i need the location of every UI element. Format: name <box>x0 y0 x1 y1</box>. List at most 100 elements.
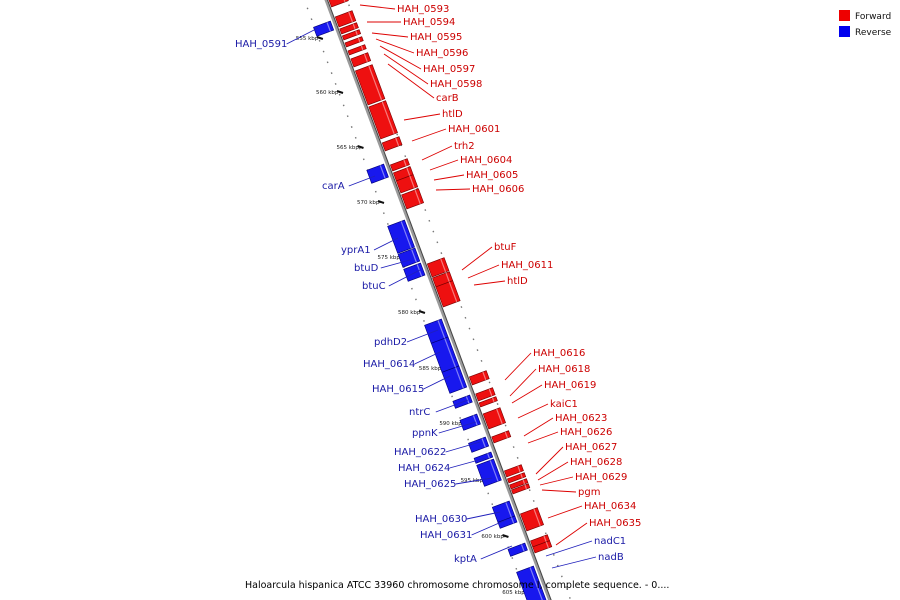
forward-label-leader <box>473 280 506 286</box>
forward-gene-feature-highlight <box>352 23 356 30</box>
reverse-label-leader <box>455 477 493 485</box>
reverse-gene-label: pdhD2 <box>374 337 407 348</box>
reverse-gene-feature-highlight <box>400 221 412 249</box>
forward-gene-label: HAH_0616 <box>533 348 585 359</box>
tick-mark <box>336 90 344 94</box>
forward-gene-feature-highlight <box>504 431 509 439</box>
forward-gene-label: HAH_0619 <box>544 380 596 391</box>
reverse-gene-label: HAH_0615 <box>372 384 424 395</box>
forward-label-leader <box>517 403 549 419</box>
tick-mark <box>357 145 364 149</box>
forward-label-leader <box>555 522 588 546</box>
forward-gene-label: HAH_0635 <box>589 518 641 529</box>
reverse-gene-feature-highlight <box>481 438 486 448</box>
forward-gene-feature <box>475 387 496 402</box>
forward-gene-feature <box>478 396 498 408</box>
reverse-gene-label: HAH_0624 <box>398 463 450 474</box>
forward-gene-feature-highlight <box>355 30 358 36</box>
forward-gene-feature <box>381 136 403 152</box>
legend: Forward Reverse <box>839 10 892 38</box>
map-caption: Haloarcula hispanica ATCC 33960 chromoso… <box>245 580 669 591</box>
forward-gene-feature <box>354 64 386 106</box>
forward-gene-label: kaiC1 <box>550 399 578 410</box>
reverse-gene-feature <box>313 20 335 37</box>
forward-gene-label: btuF <box>494 242 517 253</box>
reverse-gene-feature <box>397 247 421 268</box>
forward-label-leader <box>539 476 574 486</box>
forward-gene-feature-highlight <box>491 397 495 403</box>
forward-gene-feature <box>339 22 359 35</box>
forward-gene-feature-highlight <box>381 101 395 135</box>
forward-gene-label: HAH_0605 <box>466 170 518 181</box>
reverse-label-leader <box>551 556 597 569</box>
reverse-gene-label: HAH_0631 <box>420 530 472 541</box>
reverse-label-leader <box>286 27 319 45</box>
forward-label-leader <box>371 32 409 38</box>
forward-gene-feature-highlight <box>348 11 354 23</box>
reverse-gene-feature <box>507 542 528 557</box>
feature-layer <box>313 0 553 600</box>
forward-gene-feature <box>328 0 349 8</box>
tick-label: 580 kbp <box>398 310 421 316</box>
forward-gene-label: trh2 <box>454 141 475 152</box>
forward-gene-feature <box>506 472 527 484</box>
legend-reverse-label: Reverse <box>855 28 892 38</box>
reverse-label-leader <box>423 375 451 390</box>
forward-gene-label: HAH_0611 <box>501 260 553 271</box>
forward-gene-feature-highlight <box>440 258 447 273</box>
forward-gene-feature-highlight <box>488 388 493 397</box>
reverse-gene-label: HAH_0614 <box>363 359 415 370</box>
tick-label: 575 kbp <box>377 255 400 261</box>
forward-gene-feature-highlight <box>524 484 528 490</box>
forward-label-leader <box>387 63 435 99</box>
reverse-label-leader <box>388 269 421 287</box>
reverse-label-leader <box>545 540 593 557</box>
forward-gene-feature <box>344 36 364 48</box>
forward-gene-label: pgm <box>578 487 600 498</box>
tick-label: 560 kbp <box>316 90 339 96</box>
forward-label-leader <box>403 113 441 121</box>
reverse-label-leader <box>380 259 411 269</box>
tick-mark <box>377 200 385 204</box>
forward-gene-feature <box>511 483 531 495</box>
reverse-gene-label: HAH_0625 <box>404 479 456 490</box>
reverse-gene-label: HAH_0591 <box>235 39 287 50</box>
reverse-gene-label: btuD <box>354 263 379 274</box>
reverse-label-leader <box>438 421 477 434</box>
reverse-label-leader <box>435 399 469 413</box>
forward-gene-feature-highlight <box>543 535 547 543</box>
forward-gene-feature <box>350 52 372 68</box>
reverse-gene-feature <box>497 515 518 529</box>
reverse-gene-feature-highlight <box>437 320 446 339</box>
forward-gene-label: HAH_0597 <box>423 64 475 75</box>
forward-gene-feature <box>532 540 553 554</box>
forward-gene-feature-highlight <box>363 53 368 63</box>
forward-gene-feature <box>504 464 524 478</box>
forward-label-leader <box>523 417 554 437</box>
tick-label: 605 kbp <box>502 590 525 596</box>
legend-forward-label: Forward <box>855 12 891 22</box>
reverse-label-leader <box>449 457 487 469</box>
forward-gene-label: carB <box>436 93 459 104</box>
forward-gene-feature-highlight <box>414 189 421 205</box>
tick-label: 565 kbp <box>336 145 359 151</box>
forward-gene-feature <box>368 100 398 140</box>
tick-mark <box>316 36 324 40</box>
tick-label: 555 kbp <box>296 36 319 42</box>
forward-gene-feature-highlight <box>368 65 383 101</box>
tick-label: 600 kbp <box>481 534 504 540</box>
forward-gene-feature-highlight <box>482 371 487 381</box>
forward-gene-feature <box>341 29 362 41</box>
forward-gene-label: HAH_0594 <box>403 17 455 28</box>
forward-label-leader <box>509 368 537 397</box>
reverse-label-leader <box>445 441 481 453</box>
forward-gene-label: HAH_0596 <box>416 48 468 59</box>
reverse-gene-feature <box>473 451 494 464</box>
forward-gene-label: htlD <box>507 276 528 287</box>
forward-gene-feature-highlight <box>496 408 503 425</box>
forward-label-leader <box>375 38 415 54</box>
forward-label-leader <box>504 352 532 381</box>
forward-gene-label: HAH_0604 <box>460 155 512 166</box>
reverse-gene-feature-highlight <box>326 22 331 32</box>
